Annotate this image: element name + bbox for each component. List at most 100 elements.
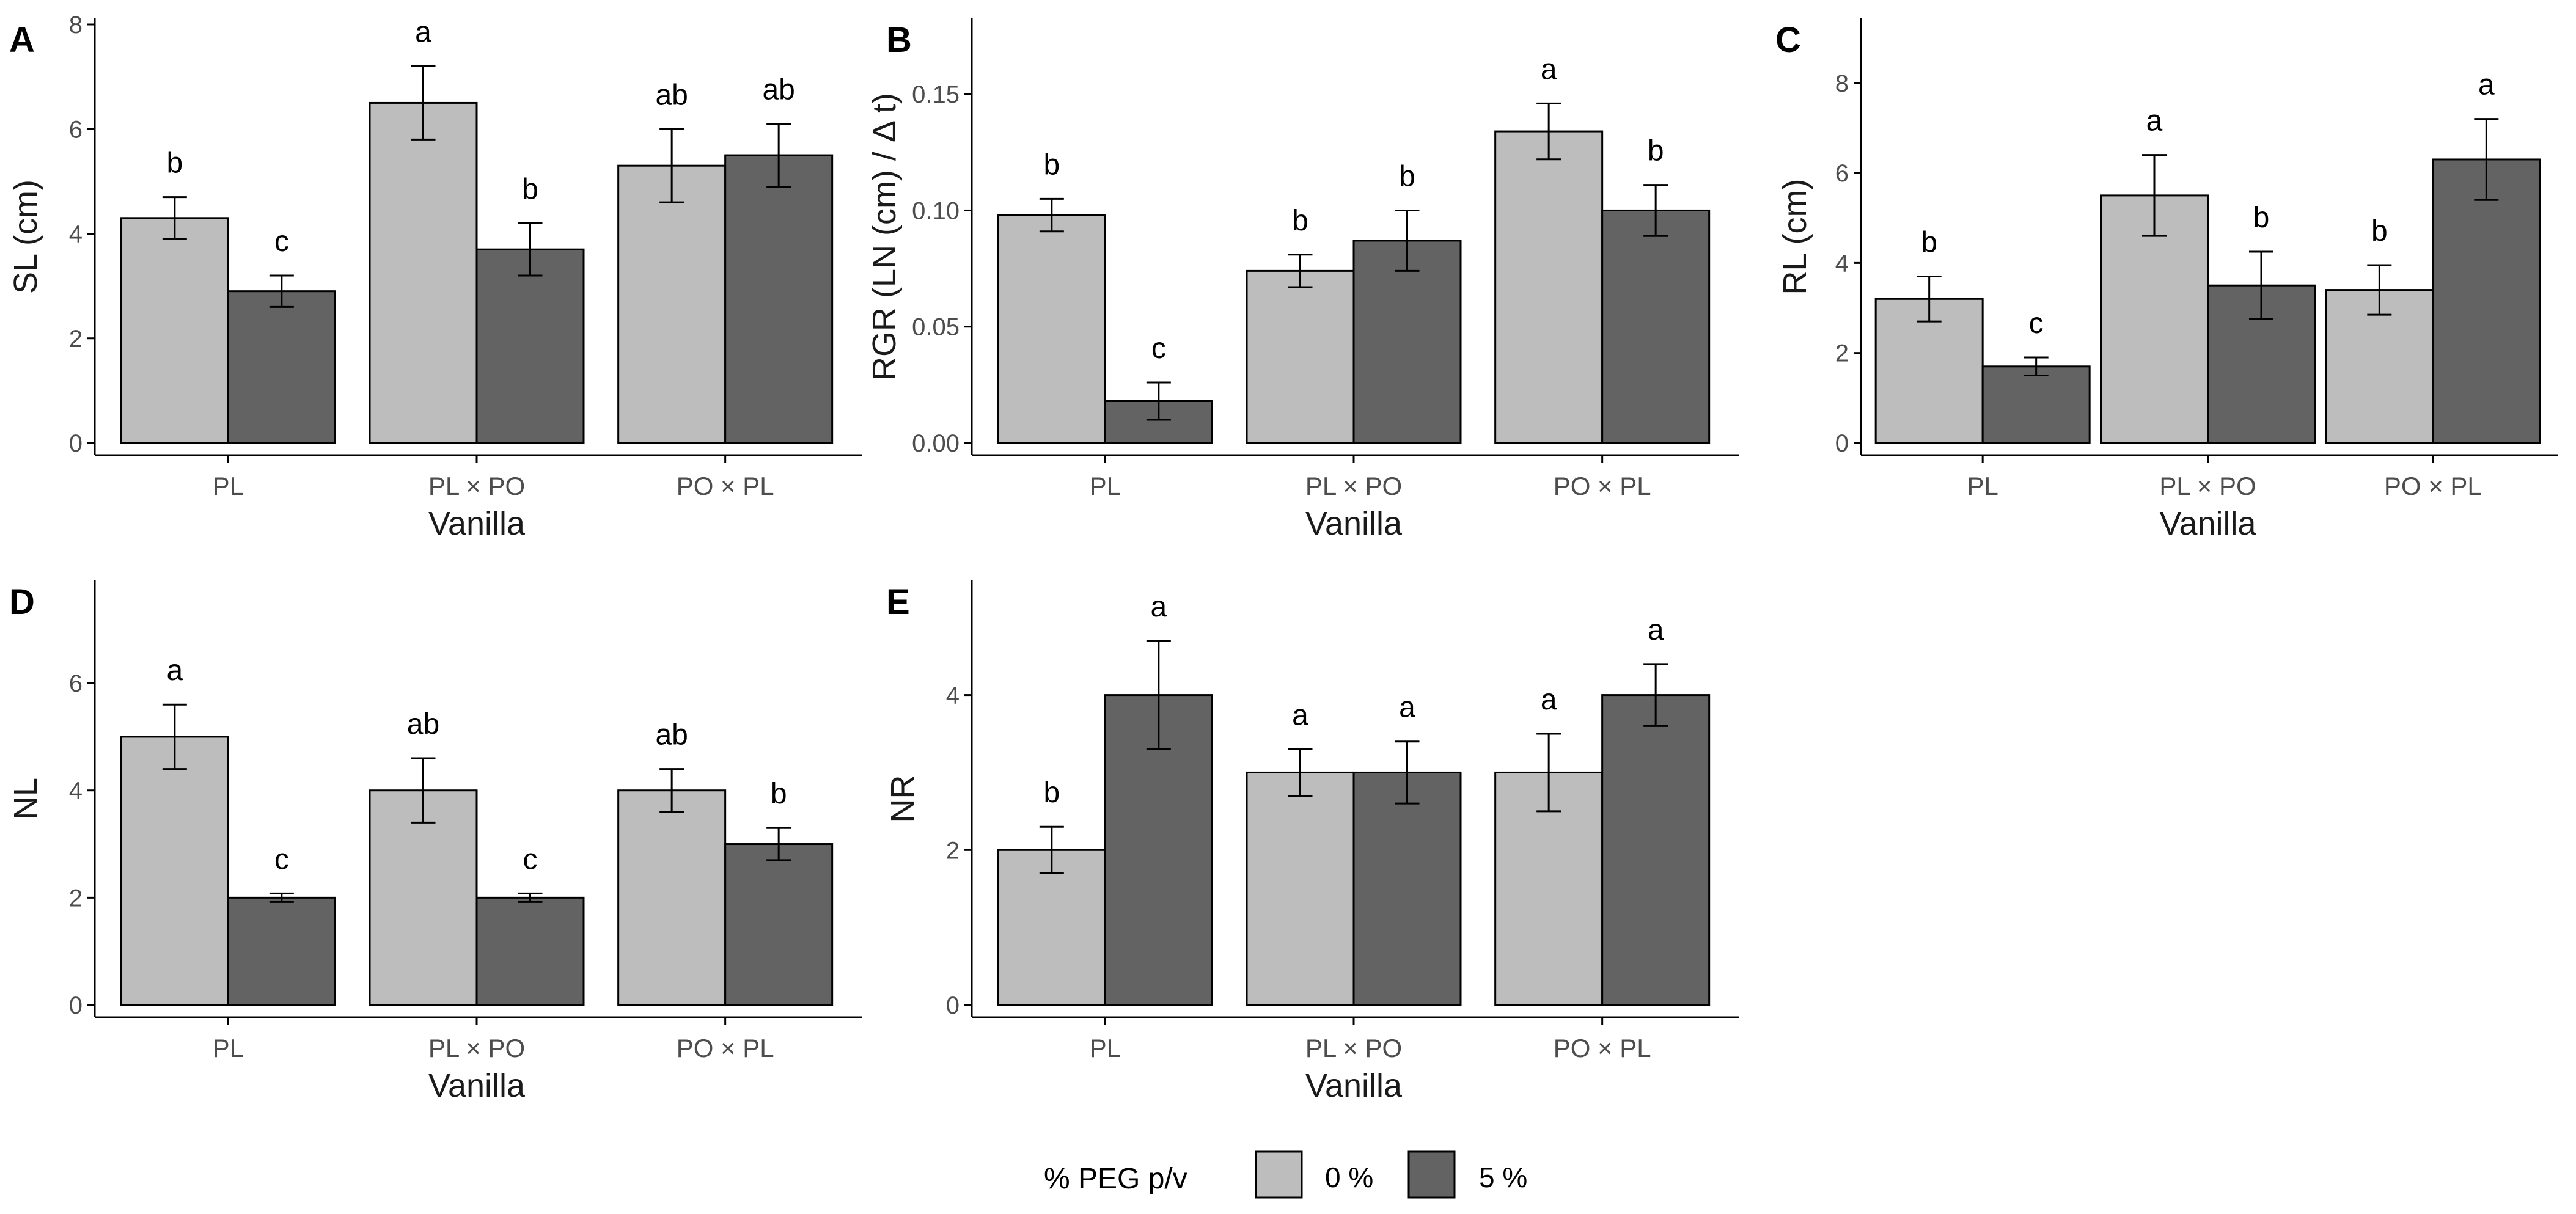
y-tick-label-d: 0: [69, 992, 83, 1019]
y-axis-label-c: RL (cm): [1777, 179, 1813, 295]
significance-letter-b: b: [1648, 135, 1664, 167]
y-tick-label-a: 2: [69, 326, 83, 353]
significance-letter-e: a: [1399, 692, 1415, 724]
y-tick-label-c: 8: [1835, 70, 1849, 97]
bar-d: [475, 896, 585, 1006]
bar-e: [1246, 771, 1355, 1006]
bar-a: [120, 217, 229, 444]
y-tick-label-e: 4: [946, 682, 960, 709]
x-axis-label-b: Vanilla: [1305, 505, 1403, 542]
significance-letter-e: a: [1150, 591, 1167, 623]
legend-title: % PEG p/v: [1044, 1163, 1187, 1195]
significance-letter-c: a: [2478, 69, 2495, 101]
bar-d: [369, 789, 478, 1006]
x-axis-label-e: Vanilla: [1305, 1067, 1403, 1104]
x-tick-label-c: PL × PO: [2159, 472, 2256, 500]
panel-e: E 0 2 4 NR PL b a PL × PO a a PO × PL a a Vanilla: [884, 580, 1739, 1104]
significance-letter-e: a: [1292, 699, 1308, 731]
bar-a: [617, 164, 727, 444]
y-axis-label-a: SL (cm): [7, 180, 44, 294]
y-tick-label-c: 0: [1835, 430, 1849, 457]
y-tick-label-d: 6: [69, 670, 83, 697]
x-tick-label-c: PL: [1967, 472, 1998, 500]
significance-letter-d: c: [523, 843, 538, 876]
legend-swatch-1: [1407, 1150, 1456, 1199]
y-tick-label-c: 2: [1835, 340, 1849, 367]
legend-label-1: 5 %: [1479, 1161, 1527, 1193]
panel-letter-b: B: [886, 20, 912, 60]
x-tick-label-c: PO × PL: [2384, 472, 2482, 500]
significance-letter-d: ab: [655, 719, 688, 751]
bar-e: [997, 849, 1106, 1006]
x-tick-label-e: PO × PL: [1554, 1034, 1651, 1062]
y-tick-label-a: 0: [69, 430, 83, 457]
bar-c: [1981, 365, 2091, 444]
significance-letter-e: a: [1648, 614, 1664, 646]
significance-letter-c: b: [2371, 215, 2388, 247]
y-axis-label-b: RGR (LN (cm) / Δ t): [866, 93, 903, 381]
bar-a: [724, 154, 834, 444]
panel-d: D 0 2 4 6 NL PL a c PL × PO ab c PO × PL ab b Vanilla: [7, 580, 862, 1104]
y-axis-label-e: NR: [884, 775, 921, 823]
significance-letter-a: c: [274, 225, 289, 258]
panel-b: B 0.00 0.05 0.10 0.15 RGR (LN (cm) / Δ t) PL b c…: [866, 18, 1739, 542]
y-axis-label-d: NL: [7, 778, 44, 820]
x-tick-label-e: PL: [1090, 1034, 1121, 1062]
significance-letter-c: a: [2146, 105, 2163, 137]
x-tick-label-d: PL × PO: [428, 1034, 525, 1062]
significance-letter-c: b: [2253, 202, 2270, 234]
significance-letter-b: a: [1541, 53, 1557, 86]
y-tick-label-a: 8: [69, 12, 83, 38]
significance-letter-a: b: [522, 173, 538, 205]
bar-b: [997, 214, 1106, 444]
bar-b: [1352, 240, 1462, 444]
x-tick-label-a: PL: [213, 472, 244, 500]
legend-swatch-0: [1255, 1150, 1303, 1199]
significance-letter-b: b: [1292, 205, 1308, 237]
significance-letter-b: c: [1151, 332, 1166, 365]
panel-letter-a: A: [9, 20, 35, 60]
bar-d: [120, 736, 229, 1006]
panel-letter-e: E: [886, 582, 910, 622]
x-tick-label-a: PL × PO: [428, 472, 525, 500]
bar-c: [1874, 298, 1984, 444]
y-tick-label-c: 4: [1835, 250, 1849, 277]
panel-letter-c: C: [1775, 20, 1801, 60]
x-tick-label-d: PO × PL: [677, 1034, 774, 1062]
significance-letter-e: b: [1043, 777, 1060, 809]
y-tick-label-b: 0.10: [912, 197, 960, 224]
legend-label-0: 0 %: [1325, 1161, 1373, 1193]
y-tick-label-a: 6: [69, 116, 83, 143]
significance-letter-d: a: [166, 654, 183, 687]
x-tick-label-a: PO × PL: [677, 472, 774, 500]
bar-b: [1601, 209, 1711, 444]
bar-e: [1352, 771, 1462, 1006]
x-tick-label-b: PL: [1090, 472, 1121, 500]
bar-e: [1601, 694, 1711, 1006]
significance-letter-a: b: [166, 147, 183, 180]
significance-letter-b: b: [1399, 160, 1415, 192]
y-tick-label-c: 6: [1835, 160, 1849, 187]
significance-letter-a: ab: [655, 79, 688, 111]
significance-letter-a: ab: [762, 74, 794, 106]
bar-c: [2325, 289, 2434, 444]
significance-letter-e: a: [1541, 684, 1557, 716]
x-tick-label-b: PO × PL: [1554, 472, 1651, 500]
x-axis-label-d: Vanilla: [428, 1067, 526, 1104]
significance-letter-c: c: [2029, 307, 2044, 340]
y-tick-label-b: 0.05: [912, 314, 960, 341]
significance-letter-c: b: [1921, 226, 1937, 258]
bar-c: [2432, 158, 2541, 444]
y-tick-label-b: 0.00: [912, 430, 960, 457]
x-tick-label-b: PL × PO: [1305, 472, 1402, 500]
bar-d: [227, 896, 336, 1006]
bar-b: [1246, 269, 1355, 444]
significance-letter-a: a: [415, 16, 431, 49]
bar-a: [369, 101, 478, 444]
significance-letter-b: b: [1043, 148, 1060, 181]
panel-c: C 0 2 4 6 8 RL (cm) PL b c PL × PO a b PO × PL b a Vanil…: [1775, 18, 2558, 542]
y-tick-label-d: 2: [69, 885, 83, 912]
